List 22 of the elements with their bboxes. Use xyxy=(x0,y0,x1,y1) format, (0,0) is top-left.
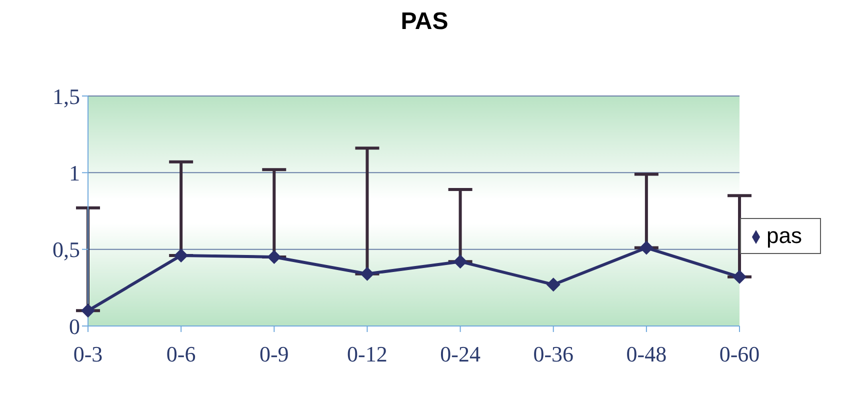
x-tick-label: 0-24 xyxy=(440,342,480,367)
x-tick-label: 0-60 xyxy=(719,342,760,367)
point xyxy=(453,254,468,269)
point xyxy=(174,248,188,262)
x-tick-label: 0-48 xyxy=(626,342,667,367)
chart-title: PAS xyxy=(400,8,450,36)
y-tick-label: 1,5 xyxy=(52,84,80,109)
x-tick-label: 0-36 xyxy=(533,342,574,367)
point xyxy=(360,266,374,281)
point xyxy=(639,240,654,255)
x-tick-label: 0-6 xyxy=(166,342,196,367)
y-tick-label: 1 xyxy=(69,160,80,186)
x-tick-label: 0-9 xyxy=(259,342,289,367)
point xyxy=(732,270,747,284)
point xyxy=(546,278,560,292)
point xyxy=(81,304,95,318)
y-tick-label: 0,5 xyxy=(52,237,80,262)
point xyxy=(267,250,282,264)
y-tick-label: 0 xyxy=(69,314,80,339)
legend-label: pas xyxy=(766,223,802,248)
x-tick-label: 0-12 xyxy=(347,342,388,367)
x-tick-label: 0-3 xyxy=(73,342,103,367)
